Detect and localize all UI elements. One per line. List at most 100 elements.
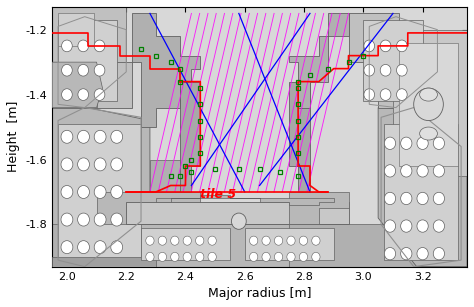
Circle shape	[417, 247, 428, 260]
Y-axis label: Height  [m]: Height [m]	[7, 101, 20, 173]
Circle shape	[171, 236, 179, 245]
Circle shape	[111, 241, 123, 254]
Circle shape	[380, 89, 391, 100]
Circle shape	[62, 89, 72, 100]
Circle shape	[78, 158, 90, 171]
Polygon shape	[289, 14, 348, 107]
Circle shape	[414, 88, 443, 121]
Circle shape	[249, 236, 258, 245]
Circle shape	[78, 40, 89, 52]
Circle shape	[433, 192, 445, 205]
Bar	[384, 124, 458, 260]
Circle shape	[94, 241, 106, 254]
Circle shape	[384, 165, 396, 177]
Circle shape	[417, 220, 428, 232]
Bar	[126, 202, 348, 224]
Circle shape	[274, 236, 283, 245]
Circle shape	[94, 185, 106, 198]
Circle shape	[433, 165, 445, 177]
Circle shape	[78, 213, 90, 226]
Circle shape	[61, 241, 73, 254]
Circle shape	[61, 185, 73, 198]
Circle shape	[433, 247, 445, 260]
Circle shape	[94, 130, 106, 143]
Circle shape	[196, 252, 204, 262]
Bar	[141, 228, 230, 260]
Circle shape	[158, 252, 166, 262]
Circle shape	[158, 236, 166, 245]
Circle shape	[417, 192, 428, 205]
Circle shape	[287, 236, 295, 245]
Polygon shape	[180, 82, 201, 192]
Circle shape	[78, 64, 89, 76]
Circle shape	[433, 220, 445, 232]
Bar	[52, 224, 201, 267]
Circle shape	[262, 252, 270, 262]
Circle shape	[364, 89, 374, 100]
Circle shape	[384, 247, 396, 260]
Circle shape	[397, 89, 407, 100]
Circle shape	[94, 64, 105, 76]
Circle shape	[78, 241, 90, 254]
Circle shape	[312, 236, 320, 245]
Circle shape	[380, 40, 391, 52]
Circle shape	[146, 236, 154, 245]
Circle shape	[94, 158, 106, 171]
Polygon shape	[156, 195, 334, 205]
Circle shape	[111, 185, 123, 198]
Circle shape	[262, 236, 270, 245]
Circle shape	[94, 89, 105, 100]
Bar	[52, 10, 97, 107]
Circle shape	[183, 252, 191, 262]
Polygon shape	[289, 192, 348, 224]
Circle shape	[146, 252, 154, 262]
Bar	[132, 224, 339, 267]
Bar	[399, 43, 458, 166]
Circle shape	[384, 192, 396, 205]
Circle shape	[94, 213, 106, 226]
Polygon shape	[150, 160, 180, 192]
Text: tile 5: tile 5	[201, 188, 237, 201]
Circle shape	[401, 137, 412, 150]
Circle shape	[196, 236, 204, 245]
Circle shape	[401, 192, 412, 205]
X-axis label: Major radius [m]: Major radius [m]	[208, 287, 311, 300]
Circle shape	[208, 236, 216, 245]
Circle shape	[397, 64, 407, 76]
Ellipse shape	[419, 88, 438, 101]
Bar	[58, 20, 118, 101]
Circle shape	[78, 185, 90, 198]
Circle shape	[61, 130, 73, 143]
Circle shape	[380, 64, 391, 76]
Circle shape	[111, 213, 123, 226]
Circle shape	[299, 236, 308, 245]
Polygon shape	[348, 14, 467, 107]
Polygon shape	[132, 14, 201, 127]
Circle shape	[417, 137, 428, 150]
Circle shape	[94, 40, 105, 52]
Circle shape	[171, 252, 179, 262]
Circle shape	[61, 158, 73, 171]
Polygon shape	[97, 192, 201, 224]
Bar	[289, 224, 467, 267]
Circle shape	[249, 252, 258, 262]
Circle shape	[384, 220, 396, 232]
Circle shape	[183, 236, 191, 245]
Bar	[393, 30, 467, 176]
Bar	[245, 228, 334, 260]
Circle shape	[364, 40, 374, 52]
Circle shape	[274, 252, 283, 262]
Circle shape	[78, 89, 89, 100]
Circle shape	[78, 130, 90, 143]
Circle shape	[401, 165, 412, 177]
Ellipse shape	[419, 127, 438, 140]
Circle shape	[364, 64, 374, 76]
Bar	[58, 14, 93, 46]
Circle shape	[397, 40, 407, 52]
Circle shape	[62, 64, 72, 76]
Circle shape	[384, 137, 396, 150]
Polygon shape	[52, 62, 102, 107]
Circle shape	[299, 252, 308, 262]
Polygon shape	[58, 124, 141, 260]
Bar	[52, 7, 126, 62]
